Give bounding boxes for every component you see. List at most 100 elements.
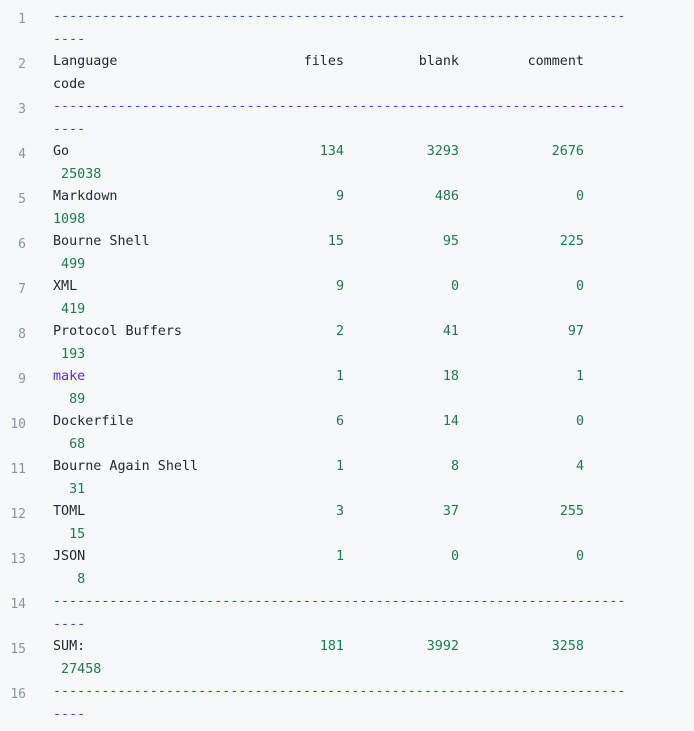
comment-count: 255 [559, 504, 584, 519]
language-row: Dockerfile 6 14 0 68 [53, 411, 685, 456]
comment-count: 97 [567, 324, 584, 339]
files-count: 1 [335, 369, 344, 384]
separator-dashes: ----------------------------------------… [53, 594, 626, 609]
code-count: 499 [53, 256, 86, 272]
header-row: Language files blank comment code [53, 51, 685, 96]
comment-count: 1 [575, 369, 584, 384]
separator-dashes: ----------------------------------------… [53, 99, 626, 114]
separator-dashes: ----------------------------------------… [53, 9, 626, 24]
code-line-4: 4 Go 134 3293 2676 25038 [0, 141, 694, 186]
code-line-5: 5 Markdown 9 486 0 1098 [0, 186, 694, 231]
separator-dashes: ----------------------------------------… [53, 684, 626, 699]
language-row: make 1 18 1 89 [53, 366, 685, 411]
code-line-2: 2 Language files blank comment code [0, 51, 694, 96]
line-number: 13 [10, 552, 26, 567]
code-line-15: 15 SUM: 181 3992 3258 27458 [0, 636, 694, 681]
line-number: 5 [18, 192, 26, 207]
sum-label: SUM: [53, 639, 86, 654]
language-row: Markdown 9 486 0 1098 [53, 186, 685, 231]
code-count: 89 [53, 391, 86, 407]
blank-count: 95 [442, 234, 459, 249]
code-count: 31 [53, 481, 86, 497]
separator-line: ----------------------------------------… [53, 96, 685, 141]
separator-line: ----------------------------------------… [53, 591, 685, 636]
comment-count: 4 [575, 459, 584, 474]
code-line-11: 11 Bourne Again Shell 1 8 4 31 [0, 456, 694, 501]
language-name: Protocol Buffers [53, 324, 182, 339]
language-row: JSON 1 0 0 8 [53, 546, 685, 591]
language-name: Bourne Again Shell [53, 459, 199, 474]
blank-count: 0 [450, 279, 459, 294]
separator-dashes-wrap: ---- [53, 616, 86, 632]
code-line-6: 6 Bourne Shell 15 95 225 499 [0, 231, 694, 276]
line-number: 7 [18, 282, 26, 297]
header-files: files [303, 54, 344, 69]
line-number: 12 [10, 507, 26, 522]
header-blank: blank [418, 54, 459, 69]
files-count: 1 [335, 459, 344, 474]
line-number: 3 [18, 102, 26, 117]
sum-comment: 3258 [551, 639, 584, 654]
files-count: 1 [335, 549, 344, 564]
files-count: 3 [335, 504, 344, 519]
language-name: Markdown [53, 189, 118, 204]
comment-count: 0 [575, 279, 584, 294]
comment-count: 0 [575, 189, 584, 204]
line-number: 14 [10, 597, 26, 612]
blank-count: 37 [442, 504, 459, 519]
separator-line: ----------------------------------------… [53, 681, 685, 726]
language-row: Bourne Shell 15 95 225 499 [53, 231, 685, 276]
language-name: TOML [53, 504, 86, 519]
code-line-7: 7 XML 9 0 0 419 [0, 276, 694, 321]
separator-dashes-wrap: ---- [53, 706, 86, 722]
blank-count: 3293 [426, 144, 459, 159]
blank-count: 41 [442, 324, 459, 339]
separator-dashes-wrap: ---- [53, 121, 86, 137]
language-name: make [53, 369, 86, 384]
header-language: Language [53, 54, 118, 69]
files-count: 134 [319, 144, 344, 159]
line-number: 10 [10, 417, 26, 432]
comment-count: 0 [575, 549, 584, 564]
comment-count: 0 [575, 414, 584, 429]
code-line-10: 10 Dockerfile 6 14 0 68 [0, 411, 694, 456]
code-line-16: 16 -------------------------------------… [0, 681, 694, 726]
blank-count: 18 [442, 369, 459, 384]
header-code: code [53, 76, 86, 92]
language-name: Go [53, 144, 70, 159]
code-count: 25038 [53, 166, 102, 182]
comment-count: 2676 [551, 144, 584, 159]
code-count: 68 [53, 436, 86, 452]
code-line-1: 1 --------------------------------------… [0, 6, 694, 51]
line-number: 2 [18, 57, 26, 72]
language-row: Bourne Again Shell 1 8 4 31 [53, 456, 685, 501]
code-count: 8 [53, 571, 86, 587]
files-count: 6 [335, 414, 344, 429]
language-row: Go 134 3293 2676 25038 [53, 141, 685, 186]
files-count: 15 [327, 234, 344, 249]
language-name: Bourne Shell [53, 234, 150, 249]
separator-line: ----------------------------------------… [53, 6, 685, 51]
files-count: 2 [335, 324, 344, 339]
code-count: 193 [53, 346, 86, 362]
line-number: 9 [18, 372, 26, 387]
line-number: 1 [18, 12, 26, 27]
code-count: 1098 [53, 211, 86, 227]
line-number: 16 [10, 687, 26, 702]
blank-count: 14 [442, 414, 459, 429]
code-line-14: 14 -------------------------------------… [0, 591, 694, 636]
sum-row: SUM: 181 3992 3258 27458 [53, 636, 685, 681]
language-name: JSON [53, 549, 86, 564]
language-row: Protocol Buffers 2 41 97 193 [53, 321, 685, 366]
header-comment: comment [527, 54, 584, 69]
files-count: 9 [335, 279, 344, 294]
line-number: 11 [10, 462, 26, 477]
language-row: XML 9 0 0 419 [53, 276, 685, 321]
code-line-3: 3 --------------------------------------… [0, 96, 694, 141]
blank-count: 8 [450, 459, 459, 474]
code-line-13: 13 JSON 1 0 0 8 [0, 546, 694, 591]
code-count: 419 [53, 301, 86, 317]
code-count: 15 [53, 526, 86, 542]
language-name: XML [53, 279, 78, 294]
